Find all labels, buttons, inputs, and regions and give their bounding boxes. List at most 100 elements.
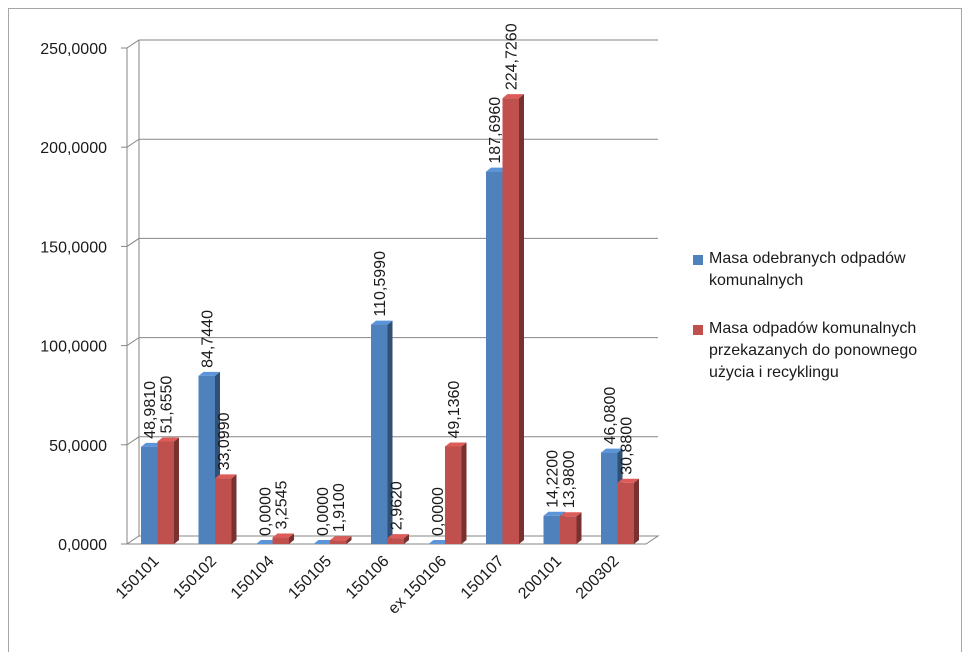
y-tick-label: 200,0000 [40,140,107,157]
x-tick-label: 150104 [228,553,278,603]
bar-top [445,442,467,447]
bar-top [428,540,450,544]
bar-top [486,167,508,172]
bar-front [387,538,404,544]
bar-top [141,442,163,447]
x-tick-label: 150107 [458,553,508,603]
data-label: 84,7440 [200,310,217,368]
floor [126,535,660,545]
bar-top [560,512,582,517]
x-tick-label: 200101 [515,553,565,603]
y-tick-label: 250,0000 [40,41,107,58]
data-label: 187,6960 [487,97,504,164]
legend-swatch-series-1 [693,255,703,265]
data-label: 33,0990 [216,412,233,470]
x-tick-label: 150105 [285,553,335,603]
bar-front [198,375,215,544]
chart-frame [8,8,962,652]
x-tick-label: 150102 [170,553,220,603]
gridline [126,436,658,446]
bar-top [617,478,639,483]
bar [330,536,352,544]
x-tick-label: 150101 [113,553,163,603]
y-tick-label: 100,0000 [40,339,107,356]
bar-front [272,537,289,544]
data-label: 224,7260 [504,23,521,90]
bar-side [461,442,467,544]
bar-top [198,371,220,376]
y-tick-label: 150,0000 [40,239,107,256]
data-label: 13,9800 [561,450,578,508]
bar-side [289,533,294,544]
bar [560,512,582,544]
gridlines [121,39,660,545]
bar-top [272,533,294,538]
bar [445,442,467,544]
bar-top [157,437,179,442]
x-tick-label: 200302 [573,553,623,603]
bar-front [445,446,462,544]
bars [141,94,639,544]
bar [215,474,237,544]
bar-side [404,534,409,544]
data-label: 30,8800 [619,417,636,475]
bar-top [601,448,623,453]
x-tick-label: 150106 [343,553,393,603]
data-label: 0,0000 [430,487,447,536]
bar [256,540,278,544]
gridline [126,39,658,49]
legend-swatch-series-2 [693,325,703,335]
bar [272,533,294,544]
bar [313,540,335,544]
bar [502,94,524,544]
gridline [126,337,658,347]
y-tick-label: 50,0000 [49,438,107,455]
data-label: 0,0000 [315,487,332,536]
data-label: 51,6550 [159,376,176,434]
gridline [126,237,658,247]
bar [371,320,393,544]
data-label: 110,5990 [372,251,389,317]
data-label: 46,0800 [602,387,619,445]
data-label: 48,9810 [142,381,159,439]
bar-side [174,437,179,544]
bar-top [330,536,352,541]
data-label: 49,1360 [446,381,463,439]
bar-side [231,474,237,544]
bar-front [601,452,618,544]
data-label: 1,9100 [331,483,348,532]
bar-side [346,536,352,544]
y-tick-labels: 0,0000 50,0000 100,0000 150,0000 200,0000 250… [40,41,107,554]
legend-item-series-2: Masa odpadów komunalnych przekazanych do… [693,318,965,384]
bar-front [330,540,347,544]
x-tick-label: ex 150106 [385,553,450,618]
bar-top [387,534,409,539]
data-label: 0,0000 [257,487,274,536]
legend: Masa odebranych odpadów komunalnych Masa… [693,248,965,410]
bar-front [141,446,158,544]
bar [428,540,450,544]
bar-top [256,540,278,544]
bar-front [502,98,519,544]
bar-top [215,474,237,479]
bar [157,437,179,544]
bar-side [576,512,582,544]
legend-label-series-1: Masa odebranych odpadów komunalnych [709,250,906,289]
bar-side [387,320,393,544]
bar-top [543,511,565,516]
data-label: 14,2200 [545,450,562,508]
bar-front [157,441,174,544]
legend-item-series-1: Masa odebranych odpadów komunalnych [693,248,965,292]
legend-label-series-2: Masa odpadów komunalnych przekazanych do… [709,320,918,381]
bar-front [617,482,634,544]
bar-front [560,516,577,544]
bar [387,534,409,544]
bar-front [371,324,388,544]
bar-side [519,94,524,544]
bar-front [215,478,232,544]
bar-front [486,171,503,544]
bar-top [502,94,524,99]
bar-top [371,320,393,325]
